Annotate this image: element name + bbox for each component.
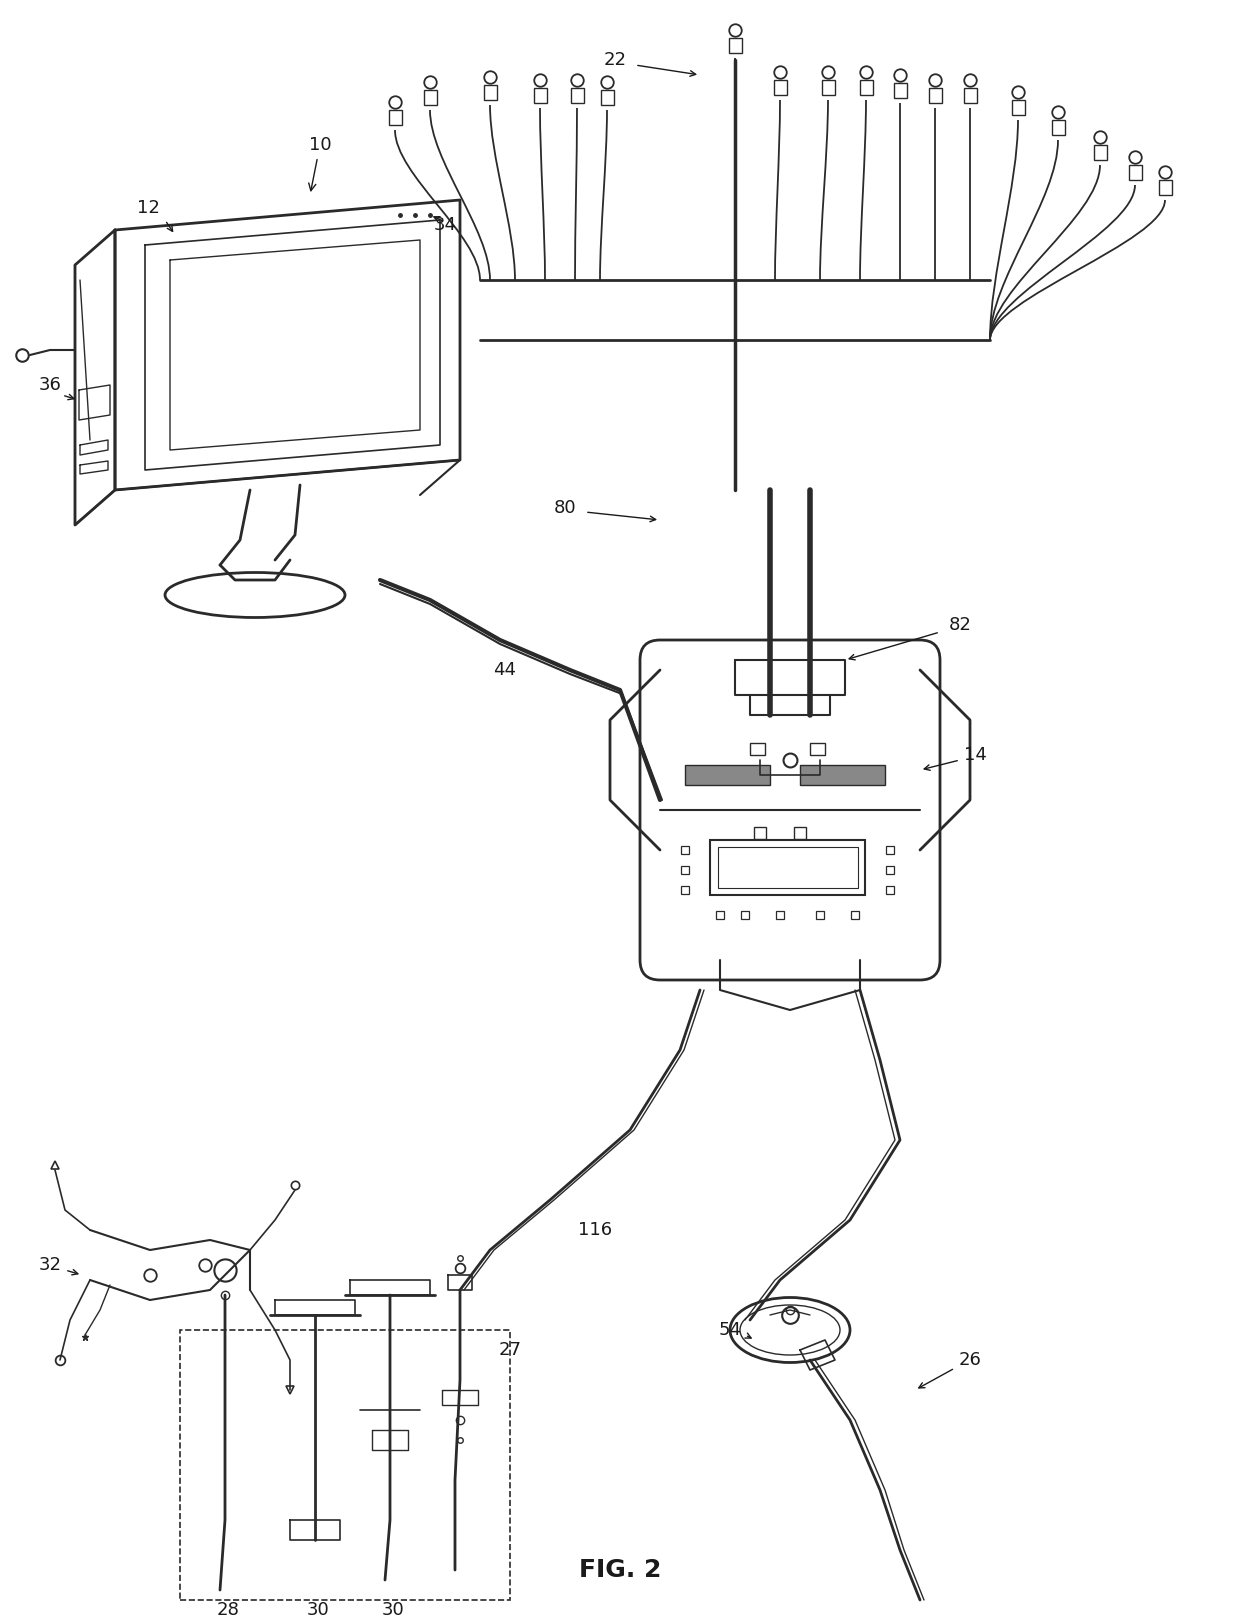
Bar [1128,165,1142,180]
Bar [774,79,787,96]
Bar [389,110,402,125]
Bar [963,87,977,104]
Bar [570,87,584,104]
Text: 82: 82 [949,615,971,635]
Text: 36: 36 [38,376,62,393]
Text: FIG. 2: FIG. 2 [579,1557,661,1582]
Bar [861,79,873,96]
Text: 116: 116 [578,1221,613,1239]
Text: 27: 27 [498,1341,522,1358]
Text: 22: 22 [604,52,626,70]
Text: 32: 32 [38,1256,62,1274]
Text: 12: 12 [136,199,160,217]
Bar [718,847,858,887]
Bar [1052,120,1065,134]
Bar [534,87,547,104]
Bar [929,87,942,104]
Text: 26: 26 [959,1350,981,1370]
Bar [800,766,885,785]
Bar [894,83,906,99]
Bar [684,766,770,785]
Text: 10: 10 [309,136,331,191]
Text: 30: 30 [306,1601,330,1619]
Bar [810,743,825,754]
Text: 44: 44 [494,661,517,678]
Bar [601,91,614,105]
Bar [484,86,497,100]
Text: 34: 34 [434,215,456,235]
Bar [711,840,866,895]
Bar [1094,146,1107,160]
Bar [822,79,835,96]
Bar [1159,180,1172,194]
Text: 28: 28 [217,1601,239,1619]
Text: 54: 54 [718,1321,742,1339]
Bar [424,91,436,105]
Text: 80: 80 [554,499,577,516]
Text: 14: 14 [963,746,987,764]
Bar [750,743,765,754]
Bar [729,37,742,53]
Bar [1012,100,1025,115]
Text: 30: 30 [382,1601,404,1619]
